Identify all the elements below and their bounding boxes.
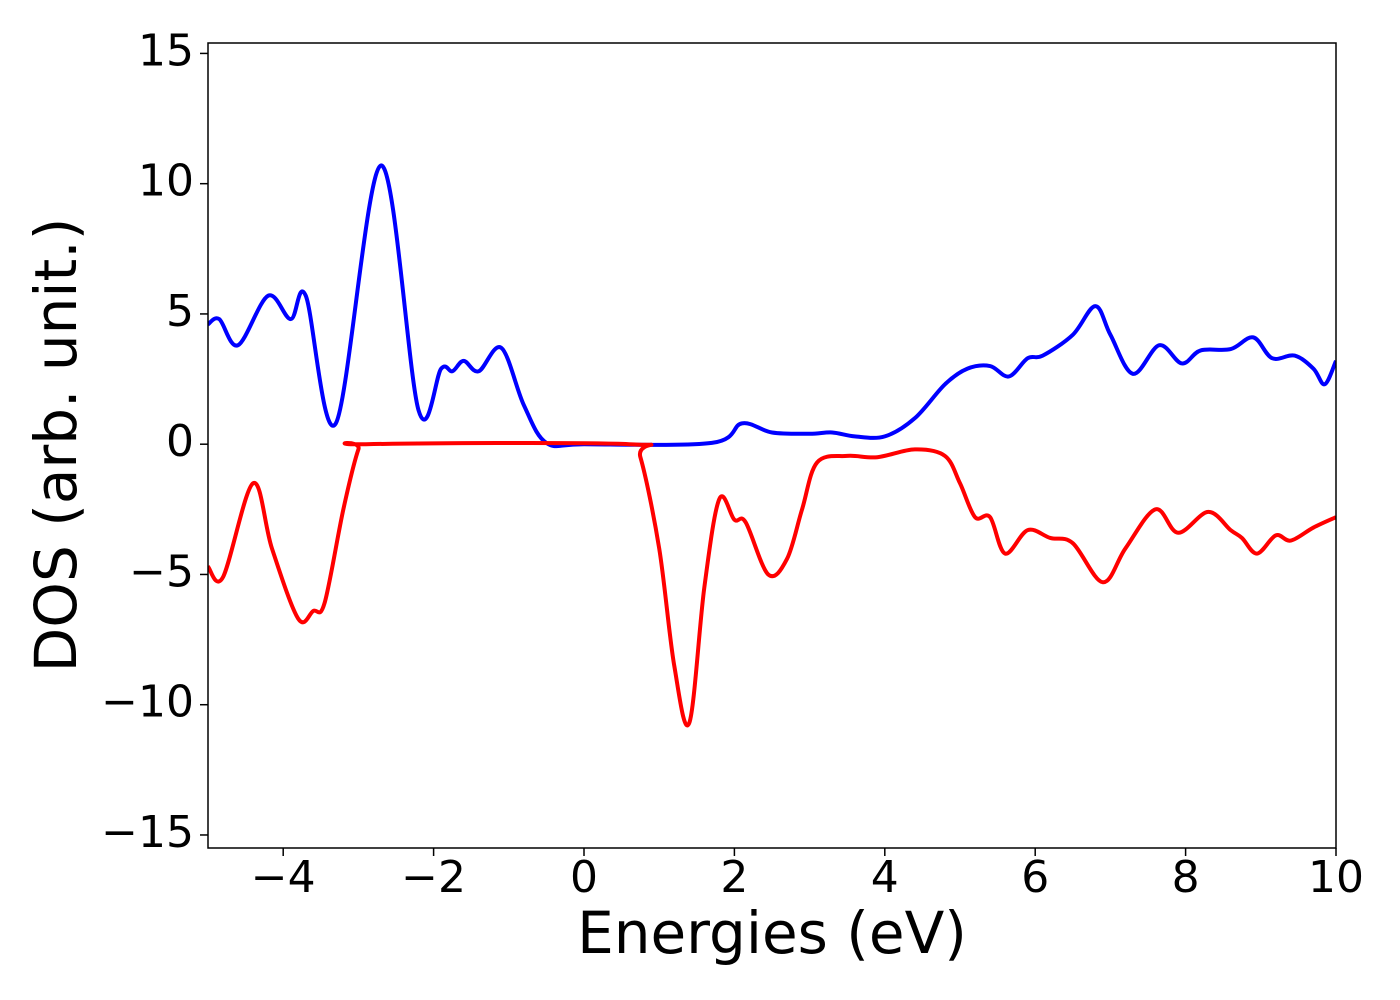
y-axis-label: DOS (arb. unit.) [22, 218, 90, 673]
x-tick-label: 2 [720, 852, 748, 903]
x-tick-label: 4 [871, 852, 899, 903]
x-tick-label: 8 [1172, 852, 1200, 903]
y-tick-label: 10 [138, 156, 194, 207]
x-axis-label: Energies (eV) [577, 899, 967, 967]
y-tick-label: 5 [166, 286, 194, 337]
x-tick-label: 0 [570, 852, 598, 903]
y-tick-label: 15 [138, 25, 194, 76]
x-tick-label: 6 [1021, 852, 1049, 903]
y-tick-label: −15 [101, 807, 194, 858]
y-tick-label: −5 [129, 546, 194, 597]
dos-line [208, 441, 1336, 728]
x-tick-label: −2 [401, 852, 466, 903]
y-tick-label: 0 [166, 416, 194, 467]
y-tick-label: −10 [101, 677, 194, 728]
x-tick-label: 10 [1308, 852, 1364, 903]
dos-line [208, 163, 1336, 449]
x-tick-label: −4 [251, 852, 316, 903]
plot-frame [207, 42, 1337, 849]
